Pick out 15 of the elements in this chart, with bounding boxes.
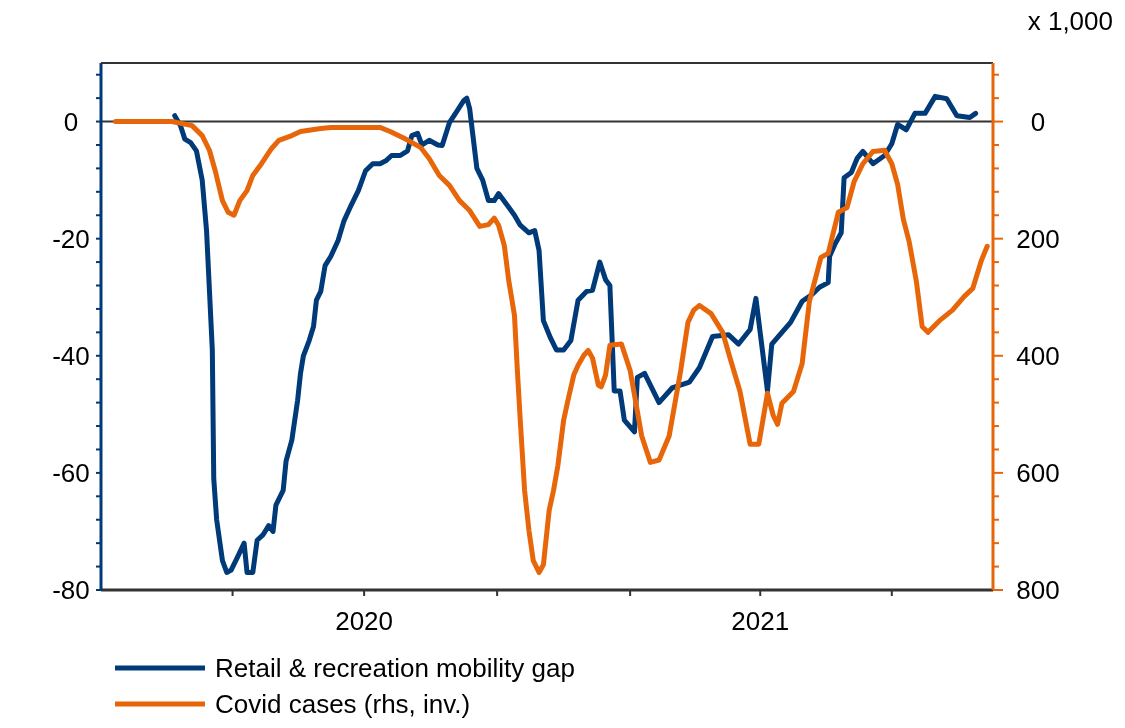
y2-tick-label: 200: [1016, 223, 1060, 254]
y2-tick-label: 0: [1030, 106, 1046, 137]
y-tick-label: -20: [52, 223, 90, 254]
y-tick-label: -40: [52, 340, 90, 371]
text: x 1,000: [1027, 6, 1113, 36]
y2-tick-label: 800: [1016, 575, 1060, 605]
x-tick-label: 2020: [335, 606, 394, 636]
y-tick-label: -60: [52, 457, 90, 488]
y2-tick-label: 400: [1016, 340, 1060, 371]
y2-tick-label: 600: [1016, 457, 1060, 488]
legend-label: Retail & recreation mobility gap: [215, 653, 575, 683]
legend-label: Covid cases (rhs, inv.): [215, 689, 471, 719]
y-tick-label: -80: [52, 575, 90, 605]
y-tick-label: 0: [63, 106, 79, 137]
x-tick-label: 2021: [731, 606, 790, 636]
